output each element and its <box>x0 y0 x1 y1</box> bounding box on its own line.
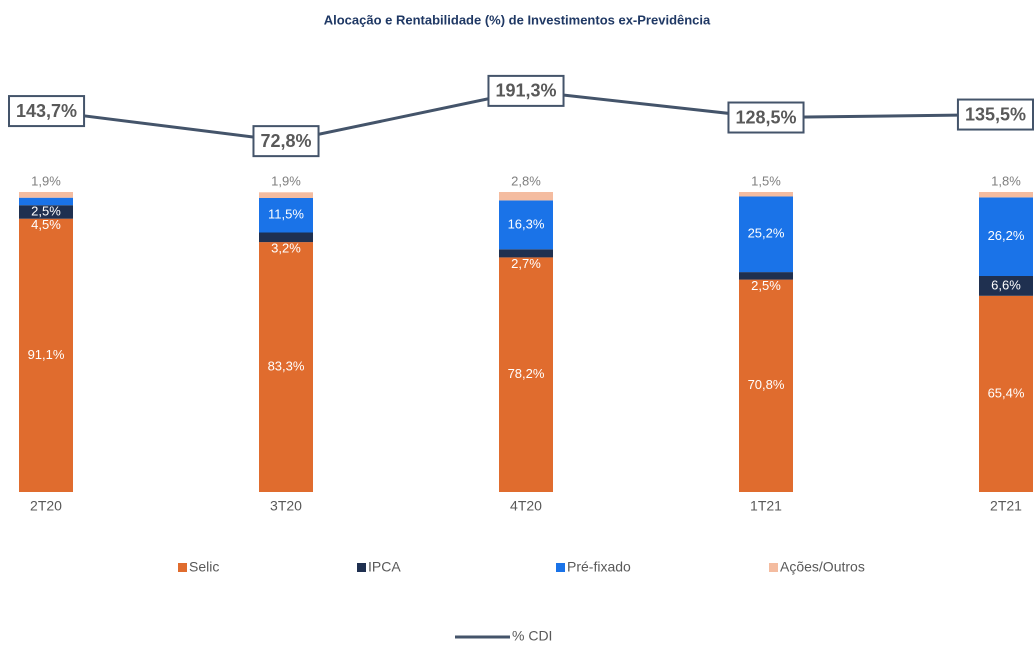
label-box <box>8 95 86 128</box>
label-box <box>487 74 565 107</box>
legend-swatch <box>178 563 187 572</box>
bar-segment <box>979 192 1033 198</box>
value-label: 91,1% <box>28 347 65 362</box>
value-label: 2,8% <box>511 173 541 188</box>
bar-segment <box>499 192 553 201</box>
legend-label: Pré-fixado <box>567 559 631 575</box>
value-label: 1,8% <box>991 173 1021 188</box>
chart-title: Alocação e Rentabilidade (%) de Investim… <box>324 12 711 27</box>
legend-label: Ações/Outros <box>780 559 865 575</box>
legend-label: Selic <box>189 559 219 575</box>
legend-label: IPCA <box>368 559 401 575</box>
line-value-label: 191,3% <box>495 81 556 101</box>
bar-segment <box>739 192 793 197</box>
line-value-label: 135,5% <box>965 104 1026 124</box>
line-label: 128,5% <box>727 101 805 134</box>
x-tick-label: 2T20 <box>30 498 62 514</box>
value-label: 1,9% <box>31 173 61 188</box>
legend-label: % CDI <box>512 628 552 644</box>
legend-swatch <box>556 563 565 572</box>
bar-segment <box>259 242 313 492</box>
value-label: 16,3% <box>508 216 545 231</box>
value-label: 70,8% <box>748 377 785 392</box>
value-label: 6,6% <box>991 277 1021 292</box>
x-tick-label: 2T21 <box>990 498 1022 514</box>
bar-segment <box>19 197 73 206</box>
bar-segment <box>499 257 553 492</box>
x-tick-label: 1T21 <box>750 498 782 514</box>
bar-segment <box>19 218 73 492</box>
bar-segment <box>979 276 1033 296</box>
x-tick-label: 4T20 <box>510 498 542 514</box>
value-label: 2,5% <box>31 204 61 219</box>
value-label: 2,7% <box>511 256 541 271</box>
bar-segment <box>739 272 793 280</box>
line-value-label: 128,5% <box>735 107 796 127</box>
line-label: 191,3% <box>487 74 565 107</box>
value-label: 65,4% <box>988 385 1025 400</box>
bar-segment <box>739 196 793 273</box>
bar-segment <box>739 279 793 492</box>
bar-segment <box>979 197 1033 276</box>
value-label: 3,2% <box>271 241 301 256</box>
label-box <box>727 101 805 134</box>
bar-segment <box>499 249 553 258</box>
line-value-label: 72,8% <box>260 131 311 151</box>
legend-swatch <box>769 563 778 572</box>
value-label: 2,5% <box>751 278 781 293</box>
label-box <box>956 98 1034 131</box>
bar-segment <box>19 192 73 198</box>
bar-segment <box>259 232 313 243</box>
label-box <box>252 125 320 158</box>
x-tick-label: 3T20 <box>270 498 302 514</box>
bar-segment <box>259 198 313 233</box>
bar-segment <box>979 295 1033 492</box>
line-label: 143,7% <box>8 95 86 128</box>
value-label: 26,2% <box>988 228 1025 243</box>
bar-segment <box>259 192 313 198</box>
value-label: 4,5% <box>31 217 61 232</box>
line-label: 135,5% <box>956 98 1034 131</box>
value-label: 78,2% <box>508 366 545 381</box>
value-label: 1,9% <box>271 174 301 189</box>
legend-swatch <box>357 563 366 572</box>
line-value-label: 143,7% <box>16 101 77 121</box>
value-label: 25,2% <box>748 226 785 241</box>
line-label: 72,8% <box>252 125 320 158</box>
value-label: 83,3% <box>268 358 305 373</box>
bar-segment <box>19 205 73 219</box>
bar-segment <box>499 200 553 250</box>
value-label: 1,5% <box>751 173 781 188</box>
value-label: 11,5% <box>268 207 304 222</box>
